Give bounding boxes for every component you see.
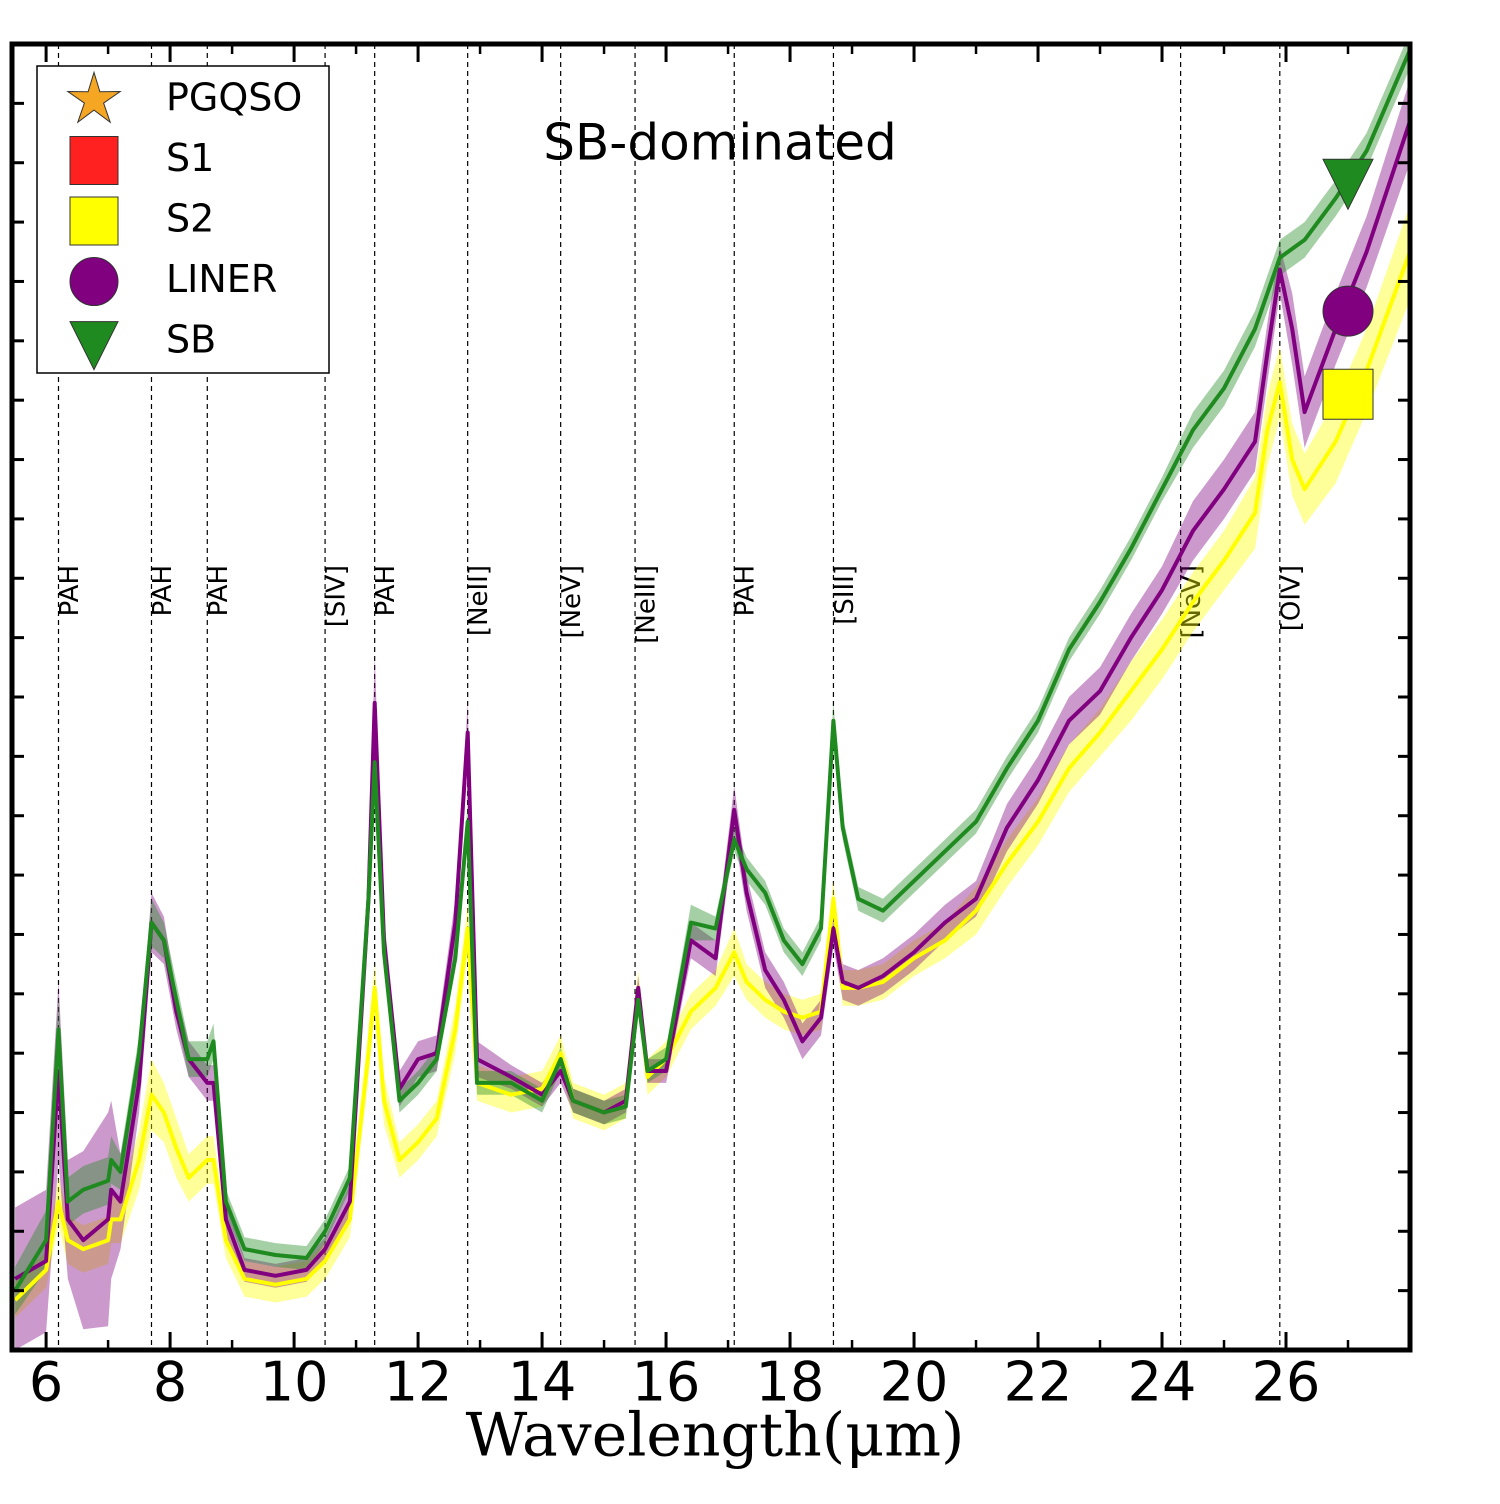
data-point [1322, 368, 1374, 420]
data-point [1322, 285, 1374, 337]
x-tick-label: 16 [632, 1351, 701, 1414]
legend: PGQSO S1 S2 LINER SB [36, 65, 330, 374]
line-label: [NeII] [464, 565, 494, 636]
x-tick-label: 14 [508, 1351, 577, 1414]
line-label: [SIV] [322, 565, 352, 627]
x-tick-label: 12 [384, 1351, 453, 1414]
x-tick-label: 8 [153, 1351, 187, 1414]
line-label: PAH [204, 565, 234, 616]
x-tick-label: 22 [1004, 1351, 1073, 1414]
data-layer [13, 44, 1410, 1350]
line-label: [OIV] [1276, 565, 1306, 631]
line-label: PAH [55, 565, 85, 616]
legend-label: S2 [166, 197, 214, 241]
legend-label: PGQSO [166, 76, 302, 120]
x-tick-label: 20 [880, 1351, 949, 1414]
x-axis-label: Wavelength(μm) [466, 1401, 965, 1471]
line-label: [SIII] [830, 565, 860, 625]
legend-marker [69, 196, 119, 246]
legend-label: S1 [166, 136, 214, 180]
legend-label: LINER [166, 257, 277, 301]
axes: 6 8 10 12 14 16 18 20 22 24 26 [9, 41, 1413, 1414]
line-label: PAH [731, 565, 761, 616]
data-point [1322, 158, 1374, 211]
legend-marker [66, 70, 122, 124]
line-label: [NeIII] [632, 565, 662, 644]
legend-marker [69, 257, 119, 306]
x-tick-label: 6 [29, 1351, 63, 1414]
x-tick-label: 26 [1252, 1351, 1321, 1414]
legend-marker [69, 321, 119, 371]
x-tick-label: 24 [1128, 1351, 1197, 1414]
series-line [13, 49, 1410, 1292]
line-label: [NeV] [557, 565, 587, 639]
legend-marker [69, 136, 119, 185]
line-label: PAH [148, 565, 178, 616]
x-tick-label: 10 [260, 1351, 329, 1414]
line-label: PAH [371, 565, 401, 616]
legend-label: SB [166, 318, 216, 362]
chart-title: SB-dominated [543, 114, 896, 172]
x-tick-label: 18 [756, 1351, 825, 1414]
